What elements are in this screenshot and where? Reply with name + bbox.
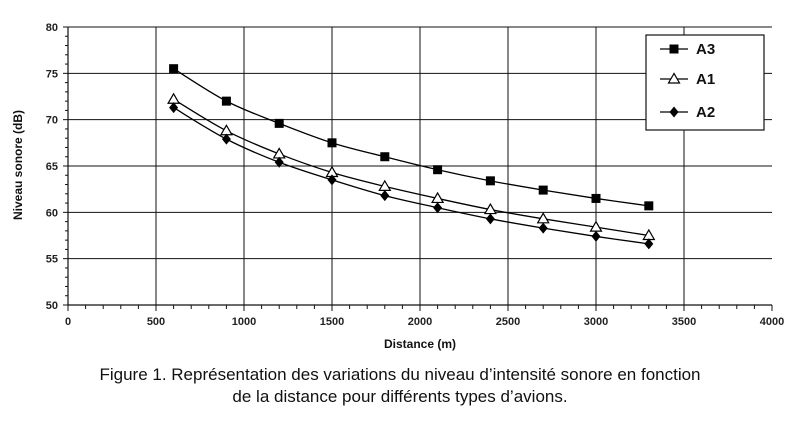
data-point-a2 <box>433 202 443 214</box>
y-tick-label: 75 <box>46 68 58 80</box>
data-point-a2 <box>644 238 654 250</box>
data-point-a3 <box>221 96 231 106</box>
data-point-a1 <box>167 92 181 104</box>
legend-label-a2: A2 <box>696 104 715 121</box>
series-a2 <box>169 102 654 250</box>
x-tick-label: 3000 <box>584 316 608 328</box>
caption-line-1: Figure 1. Représentation des variations … <box>99 365 701 384</box>
figure-caption: Figure 1. Représentation des variations … <box>0 364 800 408</box>
data-point-a3 <box>644 201 654 211</box>
y-tick-label: 55 <box>46 254 58 266</box>
data-point-a2 <box>591 230 601 242</box>
data-point-a2 <box>274 156 284 168</box>
y-tick-label: 80 <box>46 22 58 34</box>
y-tick-label: 60 <box>46 207 58 219</box>
legend-box <box>645 34 765 131</box>
series-a1 <box>167 92 656 241</box>
legend-label-a1: A1 <box>696 71 715 88</box>
legend-marker-a1 <box>667 72 681 84</box>
tick-labels: 0 500 1000 1500 2000 2500 3000 3500 4000 50 55 60 65… <box>46 22 784 328</box>
axes <box>63 26 773 311</box>
data-point-a3 <box>169 64 179 74</box>
data-point-a1 <box>219 124 233 136</box>
y-axis-label: Niveau sonore (dB) <box>11 110 25 220</box>
x-tick-label: 3500 <box>672 316 696 328</box>
data-point-a3 <box>485 176 495 186</box>
x-tick-label: 1000 <box>232 316 256 328</box>
x-tick-label: 500 <box>147 316 165 328</box>
data-point-a1 <box>272 147 286 159</box>
series-line-a2 <box>173 107 649 245</box>
legend-label-a3: A3 <box>696 41 715 58</box>
legend-marker-a3 <box>669 44 679 54</box>
line-chart: 0 500 1000 1500 2000 2500 3000 3500 4000 50 55 60 65… <box>11 22 784 351</box>
data-point-a2 <box>169 102 179 114</box>
y-tick-label: 70 <box>46 115 58 127</box>
data-point-a3 <box>274 118 284 128</box>
data-point-a3 <box>380 152 390 162</box>
x-tick-label: 4000 <box>760 316 784 328</box>
x-axis-label: Distance (m) <box>384 337 456 351</box>
x-tick-label: 2000 <box>408 316 432 328</box>
series-line-a3 <box>173 68 649 207</box>
series-a3 <box>169 64 654 211</box>
data-point-a2 <box>380 190 390 202</box>
legend-marker-a2 <box>669 106 679 118</box>
data-point-a3 <box>433 165 443 175</box>
x-tick-label: 2500 <box>496 316 520 328</box>
data-point-a3 <box>591 193 601 203</box>
grid-lines <box>68 26 772 305</box>
x-tick-label: 1500 <box>320 316 344 328</box>
series-line-a1 <box>173 98 649 237</box>
data-point-a3 <box>327 138 337 148</box>
series-lines <box>167 64 656 250</box>
legend: A3 A1 A2 <box>645 34 765 131</box>
x-tick-label: 0 <box>65 316 71 328</box>
data-point-a2 <box>538 222 548 234</box>
y-tick-label: 50 <box>46 300 58 312</box>
data-point-a2 <box>221 133 231 145</box>
caption-line-2: de la distance pour différents types d’a… <box>232 387 568 406</box>
data-point-a3 <box>538 185 548 195</box>
data-point-a2 <box>327 174 337 186</box>
data-point-a2 <box>485 213 495 225</box>
y-tick-label: 65 <box>46 161 58 173</box>
